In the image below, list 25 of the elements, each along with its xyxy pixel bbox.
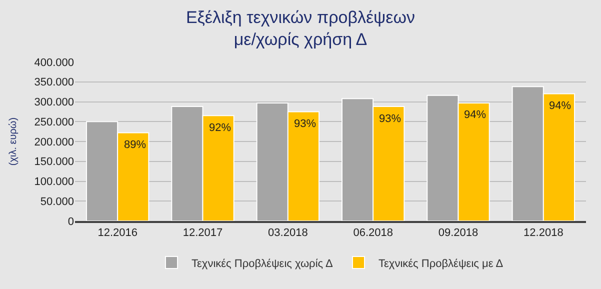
y-tick-label: 250.000: [34, 116, 74, 128]
x-tick-label: 12.2017: [182, 227, 223, 240]
legend-label: Τεχνικές Προβλέψεις με Δ: [378, 258, 504, 270]
annotation: 93%: [379, 113, 402, 125]
y-tick-label: 350.000: [34, 76, 74, 89]
x-tick-label: 06.2018: [353, 227, 393, 240]
x-tick-label: 12.2016: [98, 227, 138, 240]
y-tick-label: 100.000: [34, 176, 74, 188]
chart-title: Εξέλιξη τεχνικών προβλέψεων με/χωρίς χρήση Δ: [186, 8, 416, 50]
annotation: 94%: [464, 109, 486, 121]
y-tick-label: 150.000: [34, 156, 74, 168]
annotation: 93%: [294, 118, 316, 130]
x-tick-label: 03.2018: [268, 227, 308, 240]
annotation: 92%: [209, 122, 232, 134]
annotation: 94%: [549, 100, 572, 112]
legend-label: Τεχνικές Προβλέψεις χωρίς Δ: [192, 258, 334, 270]
y-tick-label: 0: [68, 216, 74, 228]
y-tick-label: 200.000: [34, 136, 74, 148]
annotation: 89%: [124, 139, 146, 151]
y-tick-label: 50.000: [40, 196, 74, 208]
y-tick-label: 300.000: [34, 96, 74, 109]
y-tick-label: 400.000: [34, 56, 74, 69]
x-tick-label: 09.2018: [438, 227, 478, 240]
x-tick-label: 12.2018: [524, 227, 564, 240]
y-axis-title: (χιλ. ευρώ): [8, 117, 20, 166]
